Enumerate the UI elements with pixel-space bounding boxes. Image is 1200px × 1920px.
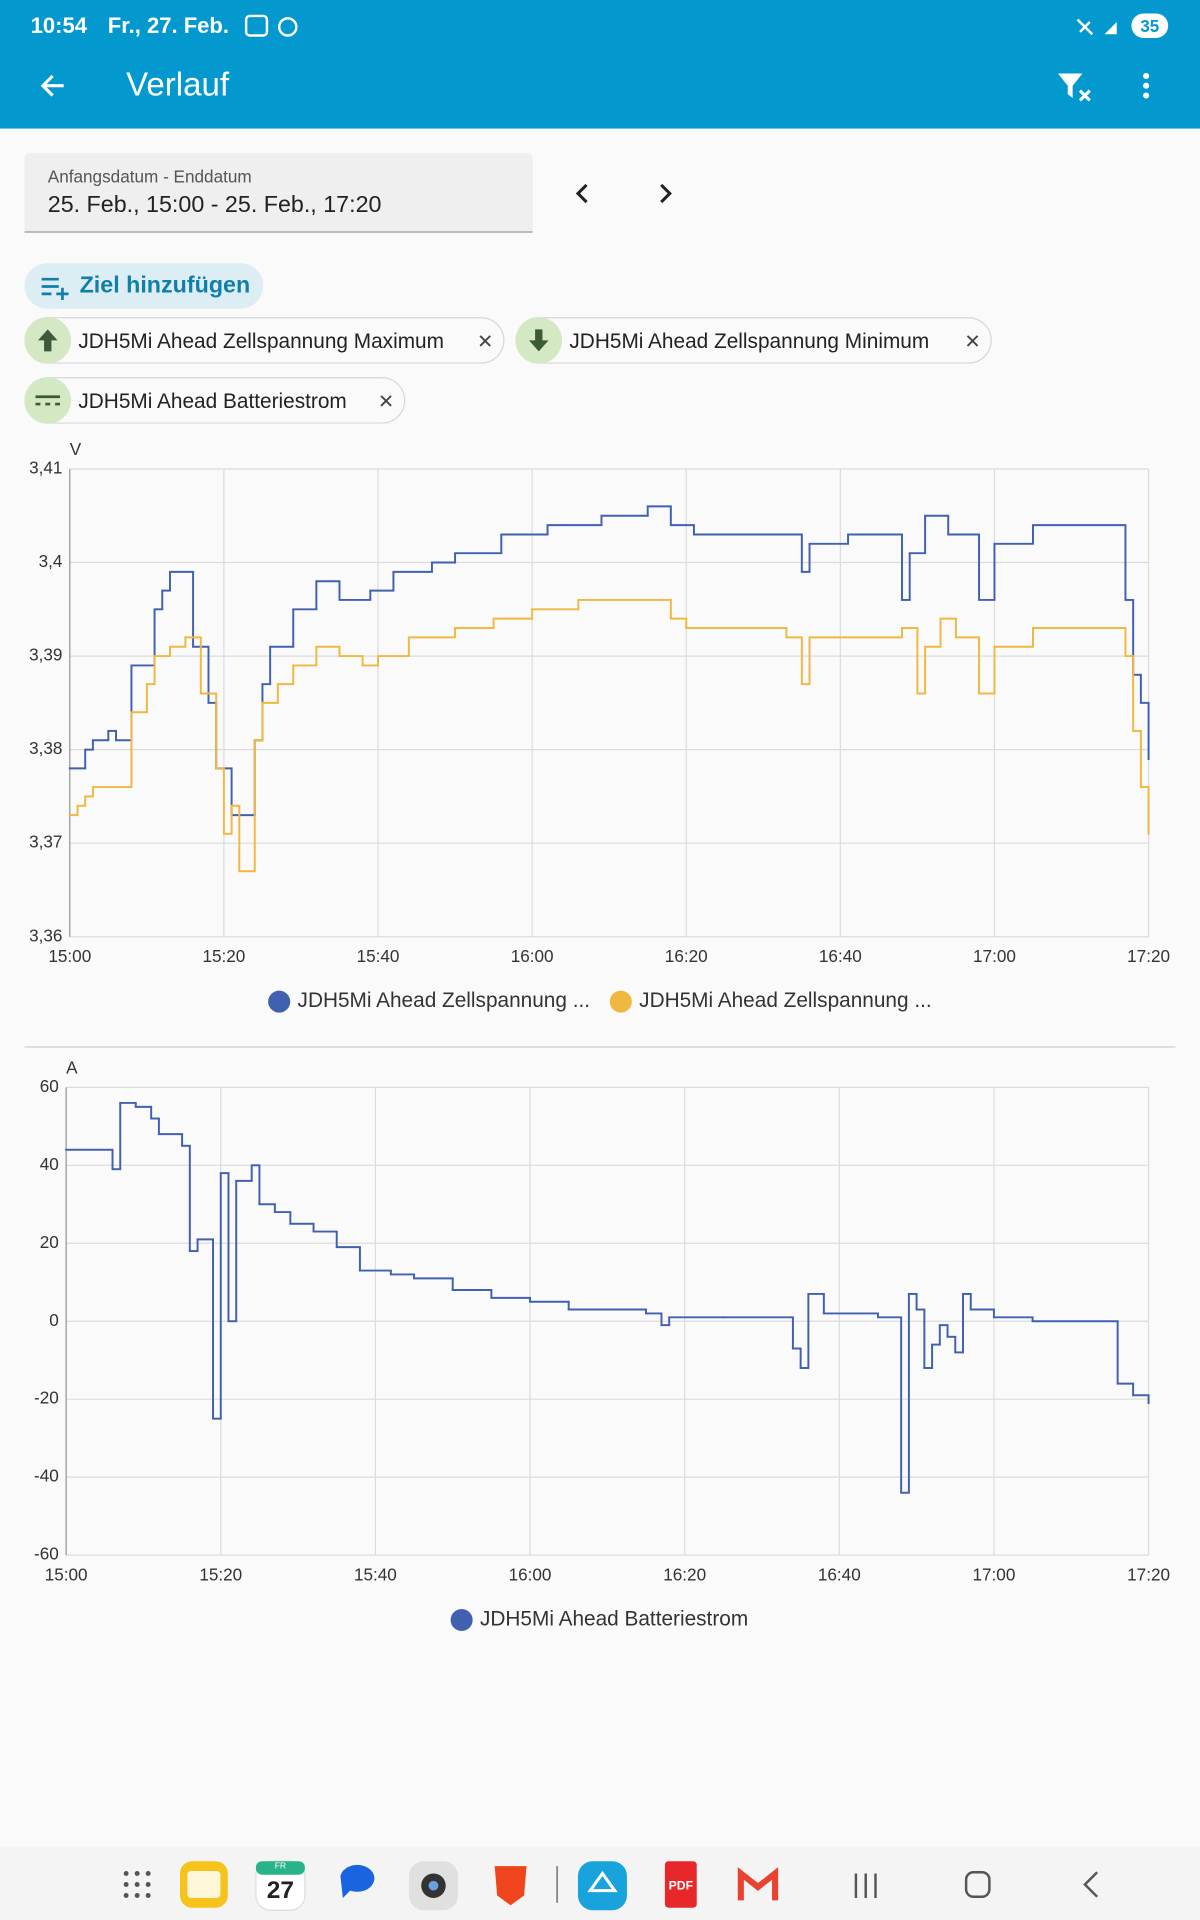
y-unit: A: [66, 1058, 78, 1078]
y-tick-label: 40: [40, 1154, 59, 1174]
pdf-label: PDF: [668, 1879, 694, 1894]
x-tick-label: 16:00: [509, 1564, 552, 1584]
x-tick-label: 15:00: [45, 1564, 88, 1584]
legend-label: JDH5Mi Ahead Zellspannung ...: [298, 989, 590, 1012]
chip-label: JDH5Mi Ahead Zellspannung Minimum: [569, 329, 930, 353]
y-tick-label: 3,38: [29, 738, 62, 758]
y-tick-label: 60: [40, 1076, 59, 1096]
battery: 35: [1131, 13, 1169, 38]
target-chip[interactable]: JDH5Mi Ahead Batteriestrom ✕: [24, 377, 406, 424]
chip-label: JDH5Mi Ahead Batteriestrom: [78, 389, 347, 413]
chip-remove[interactable]: ✕: [964, 331, 981, 353]
dock: FR 27 PDF: [0, 1846, 1200, 1920]
filter-clear-button[interactable]: [1056, 71, 1095, 105]
y-tick-label: -20: [34, 1388, 59, 1408]
x-tick-label: 15:00: [48, 946, 91, 966]
y-tick-label: 3,37: [29, 832, 62, 852]
target-chip[interactable]: JDH5Mi Ahead Zellspannung Minimum ✕: [515, 317, 992, 364]
y-tick-label: 0: [49, 1310, 59, 1330]
range-arrows[interactable]: [567, 178, 689, 210]
y-tick-label: 20: [40, 1232, 59, 1252]
chip-remove[interactable]: ✕: [377, 391, 395, 413]
status-right-icons: [1076, 18, 1117, 36]
legend-swatch: [268, 990, 291, 1013]
y-tick-label: -40: [34, 1466, 59, 1486]
page-title: Verlauf: [126, 66, 230, 103]
y-tick-label: 3,36: [29, 925, 62, 945]
legend-label: JDH5Mi Ahead Batteriestrom: [480, 1608, 748, 1631]
x-tick-label: 17:20: [1127, 946, 1170, 966]
clock: 10:54: [30, 13, 87, 38]
x-tick-label: 17:00: [973, 1564, 1016, 1584]
calendar-weekday: FR: [274, 1862, 287, 1872]
menu-button[interactable]: [1134, 71, 1158, 103]
status-icons: [244, 14, 298, 37]
add-target-button[interactable]: Ziel hinzufügen: [24, 263, 264, 309]
chip-icon: [515, 317, 563, 364]
y-tick-label: 3,41: [29, 458, 62, 478]
x-tick-label: 15:20: [202, 946, 245, 966]
add-target-label: Ziel hinzufügen: [79, 273, 251, 299]
y-tick-label: 3,4: [39, 551, 63, 571]
x-tick-label: 16:00: [511, 946, 554, 966]
add-icon: [41, 277, 69, 301]
field-label: Anfangsdatum - Enddatum: [47, 166, 252, 187]
back-button[interactable]: [37, 69, 71, 103]
status-date: Fr., 27. Feb.: [107, 13, 230, 38]
x-tick-label: 16:40: [818, 1564, 861, 1584]
chip-remove[interactable]: ✕: [477, 331, 494, 353]
chip-icon: [24, 317, 72, 364]
date-range-field[interactable]: Anfangsdatum - Enddatum 25. Feb., 15:00 …: [24, 153, 533, 233]
x-tick-label: 17:00: [973, 946, 1016, 966]
field-value: 25. Feb., 15:00 - 25. Feb., 17:20: [47, 192, 382, 218]
x-tick-label: 16:40: [819, 946, 862, 966]
x-tick-label: 17:20: [1127, 1564, 1170, 1584]
x-tick-label: 16:20: [665, 946, 708, 966]
app-bar: 10:54 Fr., 27. Feb. 35 Verlauf: [0, 0, 1200, 129]
x-tick-label: 15:40: [354, 1564, 397, 1584]
legend-swatch: [450, 1608, 473, 1632]
x-tick-label: 15:20: [199, 1564, 242, 1584]
y-tick-label: -60: [34, 1544, 59, 1564]
chip-label: JDH5Mi Ahead Zellspannung Maximum: [78, 329, 444, 353]
x-tick-label: 16:20: [663, 1564, 706, 1584]
legend-label: JDH5Mi Ahead Zellspannung ...: [639, 989, 931, 1012]
chip-icon: [24, 377, 72, 424]
y-tick-label: 3,39: [29, 645, 62, 665]
calendar-day: 27: [266, 1877, 295, 1905]
charts: 3,36 3,37 3,38 3,39 3,4 3,41 15:00 15:20 15:40 16…: [24, 439, 1176, 1632]
x-tick-label: 15:40: [357, 946, 400, 966]
y-unit: V: [70, 439, 82, 459]
plot-area: [69, 468, 1149, 937]
target-chip[interactable]: JDH5Mi Ahead Zellspannung Maximum ✕: [24, 317, 505, 364]
legend-swatch: [609, 990, 632, 1013]
dock-icons: [123, 1860, 1099, 1911]
